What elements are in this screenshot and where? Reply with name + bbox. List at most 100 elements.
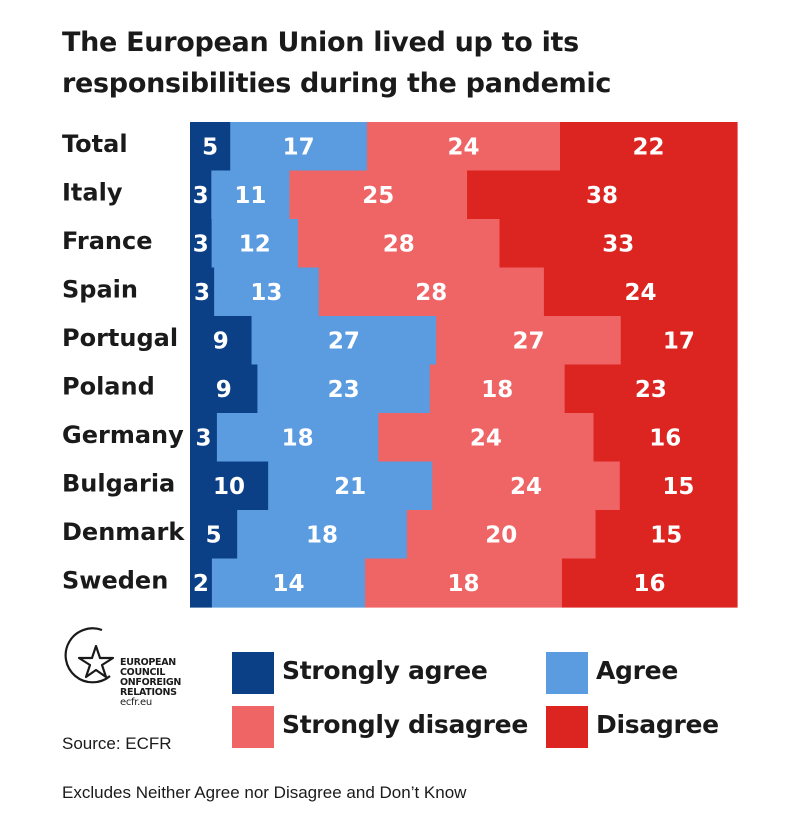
value-label-bulgaria-strongly-agree: 10 [213, 474, 245, 500]
value-label-germany-strongly-agree: 3 [195, 425, 211, 451]
logo-line: ONFOREIGN [120, 677, 181, 688]
value-label-france-disagree: 33 [602, 231, 634, 257]
legend-label: Strongly agree [282, 656, 488, 685]
bar-italy-strongly-disagree [289, 170, 468, 220]
legend-swatch [546, 652, 588, 694]
bar-portugal-strongly-disagree [436, 316, 622, 366]
value-label-poland-strongly-disagree: 18 [481, 377, 513, 403]
value-label-total-strongly-disagree: 24 [447, 134, 479, 160]
bar-italy-strongly-agree [190, 170, 212, 220]
bar-sweden-agree [211, 558, 366, 608]
bar-spain-strongly-disagree [318, 267, 545, 317]
logo-line: RELATIONS [120, 687, 177, 698]
bar-denmark-strongly-agree [190, 510, 238, 560]
legend-swatch [232, 706, 274, 748]
category-label-sweden: Sweden [62, 567, 168, 595]
legend-swatch [232, 652, 274, 694]
logo-line: EUROPEAN [120, 657, 176, 668]
logo-line: COUNCIL [120, 667, 166, 678]
bar-portugal-disagree [620, 316, 738, 366]
legend-swatch [546, 706, 588, 748]
bar-sweden-strongly-disagree [365, 558, 563, 608]
value-label-germany-agree: 18 [282, 425, 314, 451]
value-label-spain-disagree: 24 [624, 280, 656, 306]
logo-url: ecfr.eu [120, 697, 152, 708]
bar-poland-strongly-agree [190, 364, 259, 414]
bar-poland-disagree [564, 364, 738, 414]
value-label-denmark-strongly-agree: 5 [206, 522, 222, 548]
category-label-germany: Germany [62, 421, 184, 449]
source-note: Source: ECFR [62, 734, 172, 753]
bar-portugal-strongly-agree [190, 316, 253, 366]
value-label-germany-disagree: 16 [649, 425, 681, 451]
bar-spain-strongly-agree [190, 267, 215, 317]
bar-poland-agree [257, 364, 431, 414]
category-label-poland: Poland [62, 373, 155, 401]
bar-germany-strongly-agree [190, 413, 218, 463]
value-label-denmark-disagree: 15 [650, 522, 682, 548]
category-label-spain: Spain [62, 276, 138, 304]
bar-denmark-disagree [595, 510, 738, 560]
category-label-total: Total [62, 130, 128, 158]
category-label-portugal: Portugal [62, 324, 178, 352]
value-label-italy-agree: 11 [234, 183, 266, 209]
value-label-portugal-strongly-disagree: 27 [512, 328, 544, 354]
category-label-italy: Italy [62, 179, 123, 207]
bar-total-strongly-agree [190, 122, 231, 172]
legend-label: Disagree [596, 710, 719, 739]
value-label-sweden-agree: 14 [272, 571, 304, 597]
bar-denmark-agree [237, 510, 408, 560]
logo-wordmark: EUROPEAN COUNCIL ONFOREIGN RELATIONS ecf… [120, 658, 181, 708]
bar-portugal-agree [251, 316, 437, 366]
category-label-bulgaria: Bulgaria [62, 470, 175, 498]
footnote: Excludes Neither Agree nor Disagree and … [62, 783, 467, 802]
legend-label: Agree [596, 656, 678, 685]
bar-bulgaria-strongly-disagree [432, 461, 621, 511]
bar-france-agree [211, 219, 299, 269]
bar-bulgaria-disagree [619, 461, 738, 511]
value-label-spain-strongly-agree: 3 [194, 280, 210, 306]
bar-total-strongly-disagree [366, 122, 561, 172]
value-label-italy-disagree: 38 [586, 183, 618, 209]
value-label-total-strongly-agree: 5 [202, 134, 218, 160]
bar-poland-strongly-disagree [429, 364, 566, 414]
category-label-france: France [62, 227, 152, 255]
bar-spain-disagree [543, 267, 738, 317]
value-label-portugal-strongly-agree: 9 [213, 328, 229, 354]
bar-sweden-disagree [561, 558, 738, 608]
value-label-spain-strongly-disagree: 28 [415, 280, 447, 306]
value-label-france-strongly-disagree: 28 [383, 231, 415, 257]
value-label-spain-agree: 13 [250, 280, 282, 306]
value-label-bulgaria-agree: 21 [334, 474, 366, 500]
bar-france-disagree [499, 219, 738, 269]
value-label-france-agree: 12 [239, 231, 271, 257]
value-label-poland-strongly-agree: 9 [216, 377, 232, 403]
value-label-sweden-strongly-disagree: 18 [447, 571, 479, 597]
bar-denmark-strongly-disagree [406, 510, 597, 560]
value-label-italy-strongly-agree: 3 [193, 183, 209, 209]
bar-total-agree [230, 122, 368, 172]
chart-title: The European Union lived up to its respo… [62, 27, 612, 99]
bar-sweden-strongly-agree [190, 558, 213, 608]
value-label-bulgaria-disagree: 15 [662, 474, 694, 500]
value-label-sweden-strongly-agree: 2 [193, 571, 209, 597]
value-label-denmark-agree: 18 [306, 522, 338, 548]
ecfr-logo: EUROPEAN COUNCIL ONFOREIGN RELATIONS ecf… [60, 620, 200, 710]
bar-germany-strongly-disagree [378, 413, 595, 463]
value-label-germany-strongly-disagree: 24 [470, 425, 502, 451]
bar-germany-agree [216, 413, 379, 463]
bar-france-strongly-agree [190, 219, 213, 269]
bar-total-disagree [560, 122, 738, 172]
value-label-portugal-agree: 27 [328, 328, 360, 354]
value-label-total-disagree: 22 [633, 134, 665, 160]
value-label-denmark-strongly-disagree: 20 [485, 522, 517, 548]
legend-label: Strongly disagree [282, 710, 528, 739]
bar-bulgaria-agree [268, 461, 433, 511]
bar-italy-agree [211, 170, 291, 220]
value-label-italy-strongly-disagree: 25 [362, 183, 394, 209]
ecfr-logo-icon [64, 627, 115, 684]
bar-france-strongly-disagree [297, 219, 501, 269]
value-label-portugal-disagree: 17 [663, 328, 695, 354]
value-label-poland-disagree: 23 [635, 377, 667, 403]
